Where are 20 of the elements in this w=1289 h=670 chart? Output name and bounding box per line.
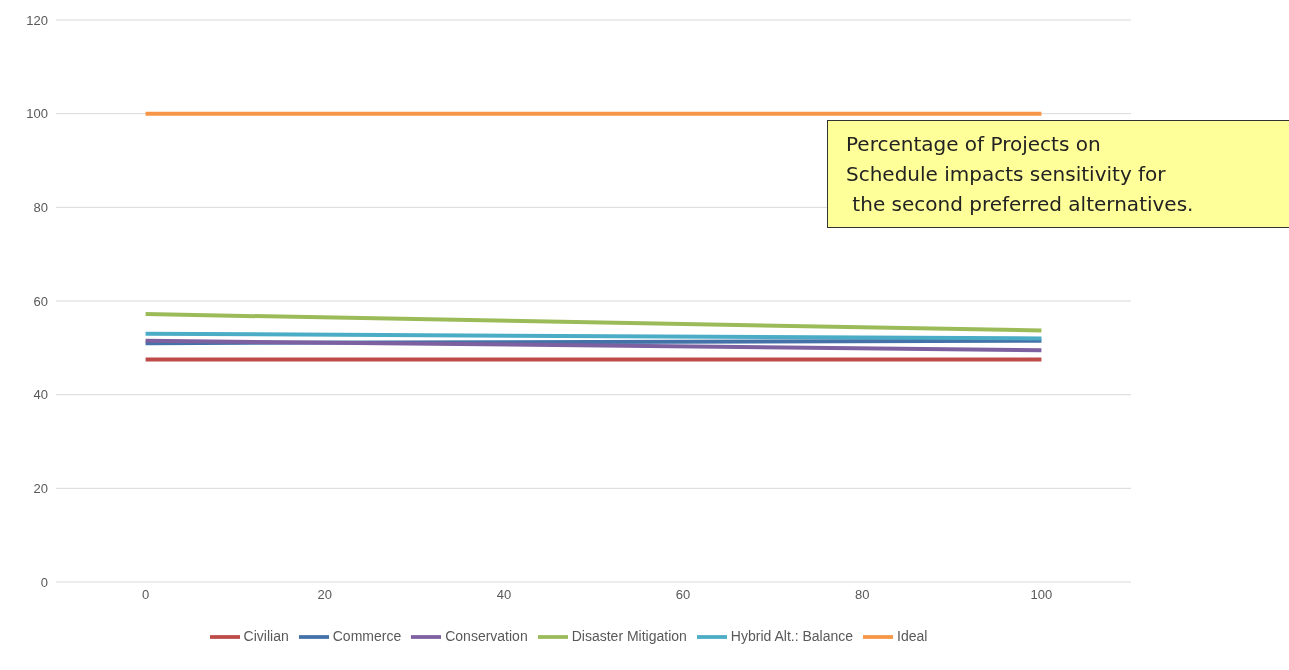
legend-label: Hybrid Alt.: Balance bbox=[730, 627, 854, 644]
y-tick-label: 100 bbox=[26, 106, 48, 122]
x-tick-label: 60 bbox=[675, 587, 691, 603]
y-tick-label: 20 bbox=[33, 480, 48, 496]
legend-label: Ideal bbox=[897, 627, 928, 644]
y-tick-label: 40 bbox=[33, 387, 48, 403]
y-tick-label: 60 bbox=[33, 293, 48, 309]
y-tick-label: 0 bbox=[40, 574, 48, 590]
y-tick-label: 120 bbox=[26, 12, 48, 28]
x-tick-label: 80 bbox=[855, 587, 870, 603]
legend-label: Civilian bbox=[243, 627, 289, 644]
x-tick-label: 40 bbox=[496, 587, 512, 603]
legend-label: Commerce bbox=[332, 627, 402, 644]
legend-label: Conservation bbox=[445, 627, 528, 644]
x-tick-label: 0 bbox=[141, 587, 150, 603]
x-tick-label: 100 bbox=[1030, 587, 1053, 603]
y-tick-label: 80 bbox=[33, 199, 48, 215]
x-tick-label: 20 bbox=[317, 587, 332, 603]
note-box: Percentage of Projects on Schedule impacts sensitivity for the second preferred alternatives. bbox=[827, 120, 1289, 228]
legend-label: Disaster Mitigation bbox=[571, 627, 687, 644]
